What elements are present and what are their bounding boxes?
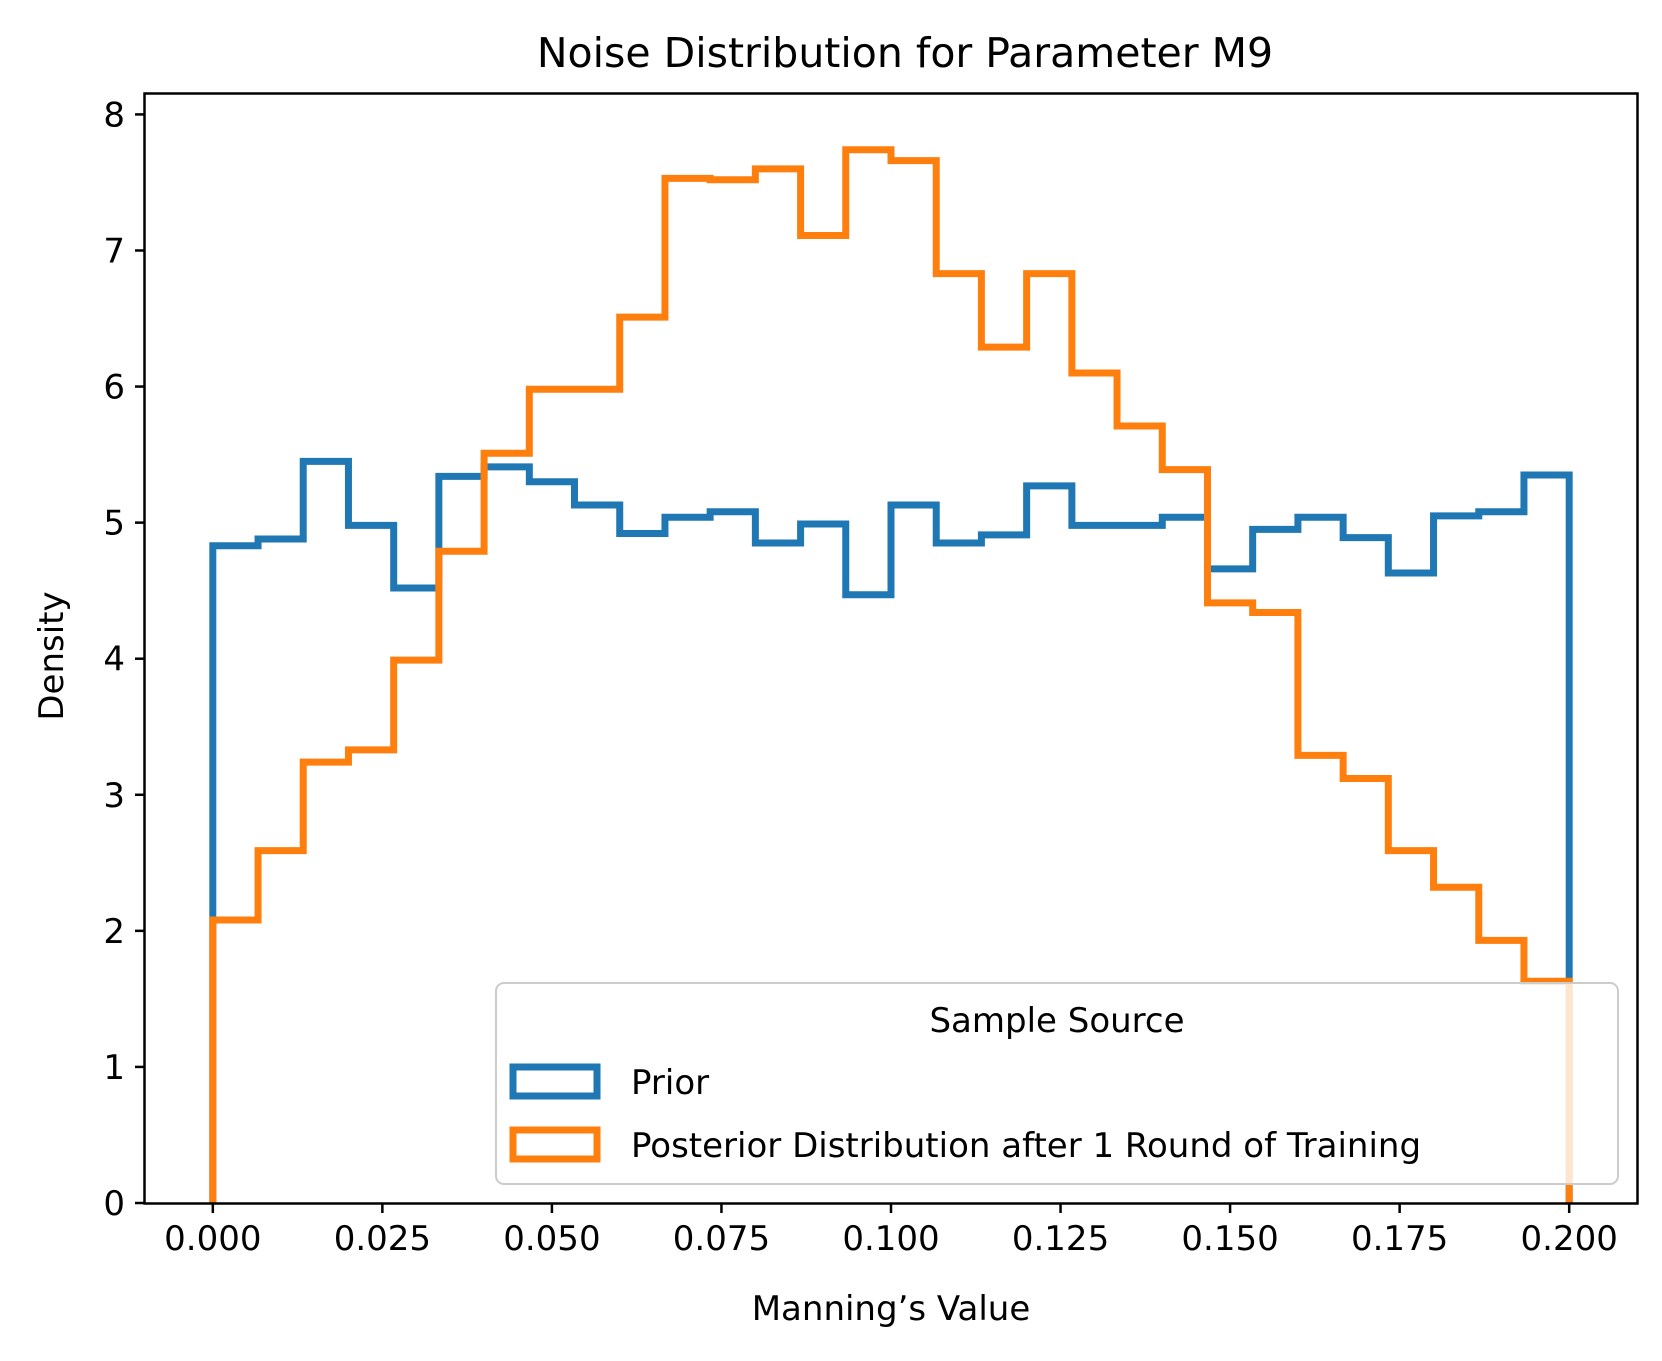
series-step-posterior	[209, 146, 1573, 1203]
y-tick-label: 1	[103, 1048, 125, 1088]
x-tick-label: 0.025	[334, 1219, 431, 1259]
legend-label-prior: Prior	[631, 1063, 709, 1103]
legend-box	[495, 982, 1619, 1185]
legend-title: Sample Source	[929, 1001, 1184, 1041]
y-axis: 0 1 2 3 4 5 6 7 8	[103, 95, 145, 1224]
chart-title: Noise Distribution for Parameter M9	[537, 29, 1273, 77]
y-axis-label: Density	[32, 591, 72, 720]
y-tick-label: 4	[103, 640, 125, 680]
legend-swatch-posterior	[509, 1126, 601, 1163]
x-tick-label: 0.175	[1351, 1219, 1448, 1259]
legend-label-posterior: Posterior Distribution after 1 Round of …	[631, 1126, 1421, 1166]
x-tick-label: 0.125	[1012, 1219, 1109, 1259]
y-tick-label: 7	[103, 231, 125, 271]
series-layer	[209, 146, 1573, 1203]
y-tick-label: 8	[103, 95, 125, 135]
x-tick-label: 0.100	[842, 1219, 939, 1259]
x-tick-label: 0.200	[1521, 1219, 1618, 1259]
y-tick-label: 3	[103, 776, 125, 816]
x-axis: 0.000 0.025 0.050 0.075 0.100 0.125 0.150 0.175…	[164, 1203, 1618, 1259]
x-tick-label: 0.050	[503, 1219, 600, 1259]
legend-swatch-prior	[509, 1063, 601, 1100]
x-axis-label: Manning’s Value	[752, 1289, 1031, 1329]
y-tick-label: 2	[103, 912, 125, 952]
x-tick-label: 0.075	[673, 1219, 770, 1259]
y-tick-label: 6	[103, 368, 125, 408]
x-tick-label: 0.150	[1181, 1219, 1278, 1259]
y-tick-label: 5	[103, 504, 125, 544]
x-tick-label: 0.000	[164, 1219, 261, 1259]
y-tick-label: 0	[103, 1184, 125, 1224]
legend: Sample Source Prior Posterior Distributi…	[495, 982, 1619, 1185]
